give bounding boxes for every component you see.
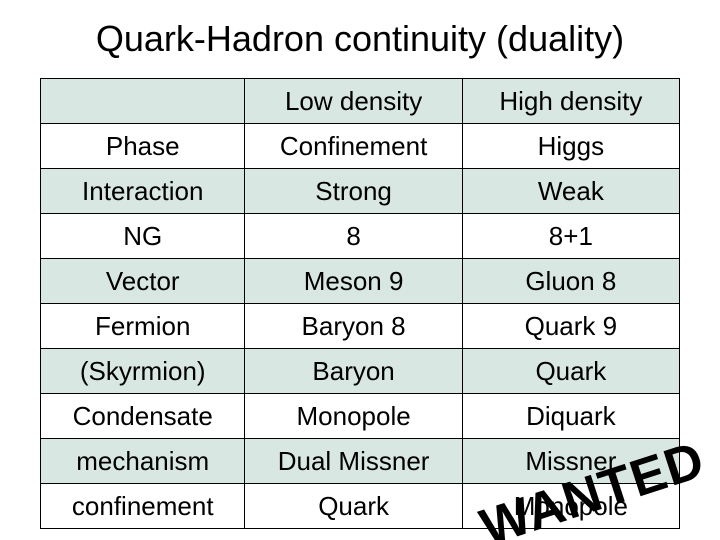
table-container: Low density High density Phase Confineme… xyxy=(40,78,680,529)
table-cell: confinement xyxy=(41,484,245,529)
table-cell: High density xyxy=(462,79,679,124)
table-cell: Diquark xyxy=(462,394,679,439)
table-row: Phase Confinement Higgs xyxy=(41,124,680,169)
table-cell: 8 xyxy=(245,214,462,259)
table-cell: Condensate xyxy=(41,394,245,439)
table-cell: Quark xyxy=(245,484,462,529)
table-row: Interaction Strong Weak xyxy=(41,169,680,214)
table-row: NG 8 8+1 xyxy=(41,214,680,259)
table-row: Vector Meson 9 Gluon 8 xyxy=(41,259,680,304)
table-cell: Phase xyxy=(41,124,245,169)
table-row: Low density High density xyxy=(41,79,680,124)
table-cell: Interaction xyxy=(41,169,245,214)
table-cell: NG xyxy=(41,214,245,259)
table-cell: 8+1 xyxy=(462,214,679,259)
table-cell: Monopole xyxy=(245,394,462,439)
table-cell: Vector xyxy=(41,259,245,304)
table-row: Fermion Baryon 8 Quark 9 xyxy=(41,304,680,349)
table-row: Condensate Monopole Diquark xyxy=(41,394,680,439)
table-cell: Confinement xyxy=(245,124,462,169)
table-cell: Weak xyxy=(462,169,679,214)
table-cell: Higgs xyxy=(462,124,679,169)
table-cell: Dual Missner xyxy=(245,439,462,484)
table-cell: Quark xyxy=(462,349,679,394)
table-cell: Meson 9 xyxy=(245,259,462,304)
table-cell: Gluon 8 xyxy=(462,259,679,304)
table-cell: Quark 9 xyxy=(462,304,679,349)
slide: Quark-Hadron continuity (duality) Low de… xyxy=(0,0,720,540)
table-row: confinement Quark Monopole xyxy=(41,484,680,529)
page-title: Quark-Hadron continuity (duality) xyxy=(0,18,720,60)
table-cell xyxy=(41,79,245,124)
table-cell: mechanism xyxy=(41,439,245,484)
continuity-table: Low density High density Phase Confineme… xyxy=(40,78,680,529)
table-cell: Baryon 8 xyxy=(245,304,462,349)
table-cell: Missner xyxy=(462,439,679,484)
table-cell: Low density xyxy=(245,79,462,124)
table-cell: Baryon xyxy=(245,349,462,394)
table-cell: (Skyrmion) xyxy=(41,349,245,394)
table-row: mechanism Dual Missner Missner xyxy=(41,439,680,484)
table-cell: Monopole xyxy=(462,484,679,529)
table-row: (Skyrmion) Baryon Quark xyxy=(41,349,680,394)
table-cell: Fermion xyxy=(41,304,245,349)
table-cell: Strong xyxy=(245,169,462,214)
